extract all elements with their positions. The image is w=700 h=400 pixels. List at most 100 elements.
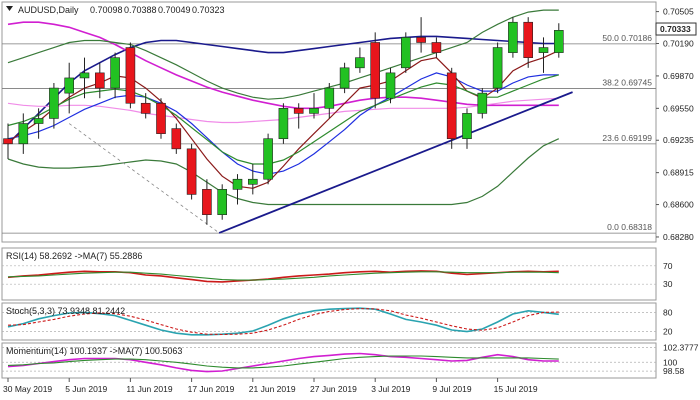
level-label: 80 xyxy=(663,307,673,317)
bullish-candle xyxy=(339,62,350,94)
bullish-candle xyxy=(64,62,74,114)
bearish-candle xyxy=(431,37,442,58)
candle-body xyxy=(416,37,426,43)
bullish-candle xyxy=(508,17,518,58)
bullish-candle xyxy=(355,47,365,73)
date-tick-label: 3 Jul 2019 xyxy=(371,384,410,394)
bullish-candle xyxy=(33,108,44,139)
rsi-axis: 70 30 xyxy=(663,261,673,289)
ohlc-high: 0.70388 xyxy=(124,5,157,15)
candle-body xyxy=(446,72,457,140)
price-tick-label: 0.69870 xyxy=(663,71,694,81)
candle-body xyxy=(508,21,518,53)
candle-body xyxy=(3,138,13,145)
candle-body xyxy=(553,30,564,53)
candle-body xyxy=(538,47,549,53)
candle-body xyxy=(186,148,197,195)
candle-body xyxy=(18,123,29,145)
candle-body xyxy=(156,102,166,134)
candle-body xyxy=(309,108,319,114)
bullish-candle xyxy=(79,57,90,99)
candle-body xyxy=(49,87,59,119)
candle-body xyxy=(477,92,488,114)
ohlc-close: 0.70323 xyxy=(192,5,225,15)
date-tick-label: 30 May 2019 xyxy=(3,384,52,394)
candle-body xyxy=(217,189,227,215)
candle-body xyxy=(293,108,304,114)
bearish-candle xyxy=(3,123,13,159)
overlay-line xyxy=(7,9,559,100)
indicator-line xyxy=(7,270,559,283)
ohlc-low: 0.70049 xyxy=(158,5,191,15)
candle-body xyxy=(385,72,396,99)
candle-body xyxy=(140,102,151,114)
candle-body xyxy=(339,67,350,89)
momentum-title: Momentum(14) 100.1937 ->MA(7) 100.5063 xyxy=(6,346,182,356)
trend-lines xyxy=(68,91,573,234)
momentum-series xyxy=(7,352,559,373)
bearish-candle xyxy=(125,42,136,109)
bullish-candle xyxy=(553,23,564,58)
ohlc-open: 0.70098 xyxy=(90,5,123,15)
indicator-line xyxy=(7,355,559,369)
overlay-line xyxy=(7,138,560,206)
candle-body xyxy=(232,178,243,190)
candle-body xyxy=(125,47,136,104)
date-tick-label: 21 Jun 2019 xyxy=(249,384,296,394)
bullish-candle xyxy=(18,113,29,154)
date-tick-label: 9 Jul 2019 xyxy=(432,384,471,394)
bullish-candle xyxy=(49,83,59,129)
bullish-candle xyxy=(217,184,227,220)
bullish-candle xyxy=(309,93,319,119)
price-tick-label: 0.69550 xyxy=(663,103,694,113)
ohlc-header: 0.70098 0.70388 0.70049 0.70323 xyxy=(90,5,225,15)
bearish-candle xyxy=(202,179,212,225)
candlesticks xyxy=(3,17,564,225)
price-tick-label: 0.70505 xyxy=(663,7,694,17)
date-tick-label: 15 Jul 2019 xyxy=(494,384,538,394)
price-tick-label: 0.68280 xyxy=(663,232,694,242)
bearish-candle xyxy=(370,32,381,109)
collapse-triangle-icon[interactable] xyxy=(6,6,13,11)
level-label: 30 xyxy=(663,279,673,289)
level-label: 70 xyxy=(663,261,673,271)
date-tick-label: 27 Jun 2019 xyxy=(310,384,357,394)
rsi-title: RSI(14) 58.2692 ->MA(7) 55.2886 xyxy=(6,251,142,261)
date-tick-label: 11 Jun 2019 xyxy=(126,384,172,394)
rsi-panel: 70 30 RSI(14) 58.2692 ->MA(7) 55.2886 xyxy=(1,247,673,301)
candle-body xyxy=(95,72,105,89)
indicator-line xyxy=(7,271,559,281)
date-tick-label: 5 Jun 2019 xyxy=(65,384,107,394)
bearish-candle xyxy=(416,17,426,53)
last-price-marker: 0.70333 xyxy=(655,22,697,36)
candle-body xyxy=(462,113,472,140)
rsi-levels xyxy=(2,265,656,285)
indicator-line xyxy=(7,352,559,373)
bullish-candle xyxy=(110,52,120,99)
fib-level-label: 23.6 0.69199 xyxy=(602,133,652,143)
candle-body xyxy=(110,57,120,89)
bearish-candle xyxy=(293,103,304,129)
candle-body xyxy=(64,77,74,94)
price-tick-label: 0.69235 xyxy=(663,135,694,145)
price-tick-label: 0.68600 xyxy=(663,200,694,210)
bearish-candle xyxy=(186,143,197,200)
candle-body xyxy=(370,42,381,99)
rsi-series xyxy=(7,270,559,283)
candle-body xyxy=(324,87,335,109)
stoch-axis: 80 20 xyxy=(663,307,673,336)
fib-anchor-line xyxy=(68,123,220,234)
date-tick-label: 17 Jun 2019 xyxy=(188,384,235,394)
candle-body xyxy=(492,47,503,89)
candle-body xyxy=(523,21,534,58)
bearish-candle xyxy=(95,62,105,99)
indicator-line xyxy=(7,307,559,336)
uptrend-line xyxy=(218,91,573,234)
bullish-candle xyxy=(477,88,488,119)
level-label: 102.3777 xyxy=(663,342,699,352)
stoch-title: Stoch(5,3,3) 73.9348 81.2442 xyxy=(6,306,125,316)
